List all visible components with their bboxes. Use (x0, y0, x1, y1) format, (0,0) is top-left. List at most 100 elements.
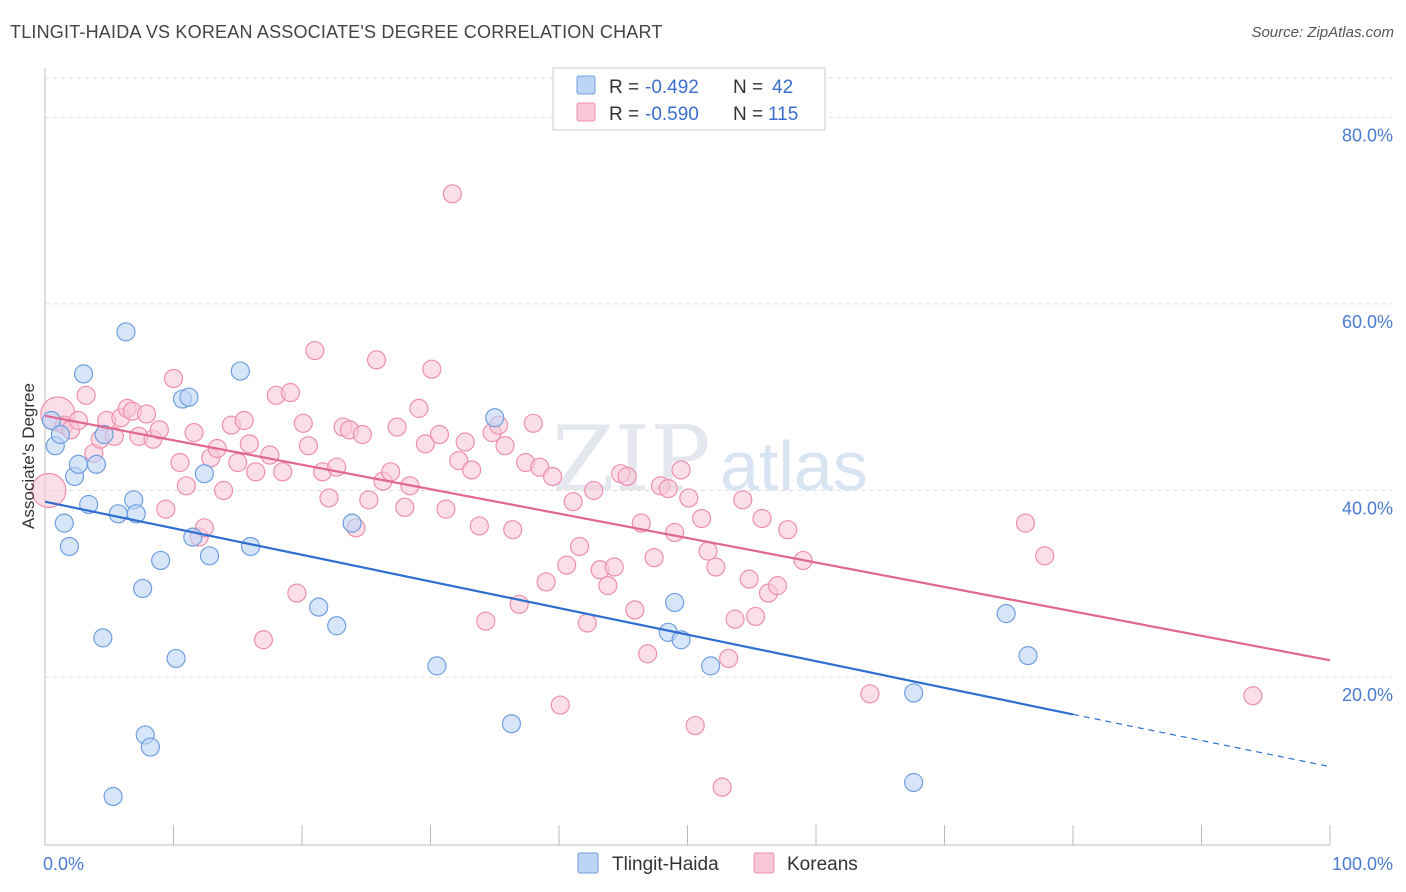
trend-line-extension-tlingit (1072, 713, 1331, 768)
x-tick-label: 100.0% (1332, 854, 1393, 874)
source-label: Source: ZipAtlas.com (1251, 24, 1394, 41)
series-legend: Tlingit-Haida Koreans (577, 852, 858, 875)
data-point-koreans (176, 476, 196, 496)
data-point-tlingit (59, 536, 80, 557)
data-point-koreans (260, 445, 280, 465)
data-point-tlingit (230, 361, 250, 381)
data-point-tlingit (904, 772, 924, 793)
data-point-koreans (239, 434, 259, 454)
legend-n-value-1: 115 (768, 104, 798, 125)
data-point-koreans (550, 695, 570, 715)
legend-swatch-tlingit (576, 75, 596, 95)
data-point-koreans (692, 508, 712, 529)
data-point-tlingit (327, 616, 347, 636)
data-point-koreans (246, 462, 266, 482)
data-point-tlingit (94, 424, 114, 445)
data-point-koreans (569, 536, 590, 557)
data-point-koreans (725, 609, 745, 629)
data-point-koreans (228, 452, 248, 473)
trend-line-tlingit (44, 500, 1074, 716)
bottom-legend-swatch-koreans (753, 852, 775, 874)
data-point-tlingit (73, 364, 94, 384)
data-point-koreans (671, 460, 691, 480)
data-point-koreans (436, 499, 456, 519)
legend-r-value-0: -0.492 (645, 77, 699, 98)
data-point-tlingit (54, 513, 74, 533)
data-point-koreans (577, 613, 597, 633)
data-point-koreans (598, 576, 618, 596)
x-tick-labels: 0.0% 100.0% (43, 854, 1393, 874)
data-point-koreans (665, 522, 685, 543)
data-point-tlingit (501, 714, 522, 734)
data-point-tlingit (309, 597, 329, 617)
data-point-koreans (536, 572, 556, 592)
data-point-koreans (1015, 513, 1036, 533)
data-point-tlingit (151, 550, 171, 571)
data-point-koreans (644, 548, 664, 568)
data-point-koreans (739, 569, 759, 589)
data-point-koreans (381, 462, 401, 482)
data-point-koreans (746, 606, 766, 627)
data-point-koreans (156, 499, 176, 519)
legend-n-label-1: N = (733, 104, 763, 125)
data-point-tlingit (68, 454, 89, 474)
data-point-koreans (184, 423, 204, 443)
data-point-koreans (455, 432, 475, 452)
data-point-koreans (476, 611, 496, 631)
data-point-koreans (442, 184, 462, 204)
data-point-koreans (163, 368, 184, 389)
data-point-tlingit (108, 504, 128, 524)
data-point-koreans (136, 404, 157, 424)
data-point-koreans (287, 583, 307, 603)
legend-r-value-1: -0.590 (645, 104, 699, 125)
data-point-koreans (395, 497, 415, 517)
data-point-koreans (706, 557, 726, 577)
data-point-koreans (273, 462, 293, 482)
data-point-koreans (469, 516, 489, 536)
bottom-legend-swatch-tlingit (577, 852, 599, 874)
data-point-koreans (449, 451, 469, 471)
data-point-koreans (752, 508, 772, 529)
y-tick-label: 60.0% (1342, 312, 1393, 332)
data-point-koreans (149, 420, 169, 440)
data-point-koreans (523, 413, 543, 433)
data-point-koreans (712, 777, 732, 797)
data-point-koreans (1243, 686, 1263, 706)
legend-r-label-1: R = (609, 104, 639, 125)
data-point-koreans (557, 555, 577, 575)
data-point-koreans (778, 520, 798, 540)
y-tick-label: 40.0% (1342, 498, 1393, 518)
data-point-tlingit (166, 648, 186, 669)
trend-line-koreans (44, 414, 1331, 662)
trend-lines (44, 414, 1331, 768)
data-point-tlingit (701, 656, 721, 676)
data-point-tlingit (1018, 646, 1038, 666)
data-point-koreans (698, 541, 718, 561)
data-point-koreans (638, 644, 658, 664)
data-point-koreans (462, 460, 482, 480)
legend-swatch-koreans (576, 102, 596, 122)
data-point-koreans (319, 488, 339, 508)
bottom-legend-label-tlingit: Tlingit-Haida (612, 854, 719, 875)
data-point-koreans (617, 466, 637, 487)
data-point-koreans (719, 648, 739, 669)
data-point-koreans (359, 490, 379, 510)
data-point-koreans (253, 630, 274, 650)
legend-n-value-0: 42 (772, 77, 793, 98)
data-point-tlingit (179, 387, 199, 407)
y-tick-label: 80.0% (1342, 125, 1393, 145)
data-point-tlingit (427, 656, 447, 676)
data-point-koreans (214, 480, 234, 501)
data-point-koreans (234, 410, 254, 431)
data-point-koreans (658, 479, 678, 499)
data-point-koreans (429, 424, 450, 445)
data-point-koreans (685, 715, 705, 736)
data-point-tlingit (485, 408, 505, 428)
x-tick-label: 0.0% (43, 854, 84, 874)
data-point-koreans (495, 436, 515, 456)
chart-title: TLINGIT-HAIDA VS KOREAN ASSOCIATE'S DEGR… (10, 22, 663, 42)
data-point-koreans (679, 488, 699, 508)
data-point-tlingit (86, 454, 107, 474)
data-point-koreans (767, 576, 788, 596)
